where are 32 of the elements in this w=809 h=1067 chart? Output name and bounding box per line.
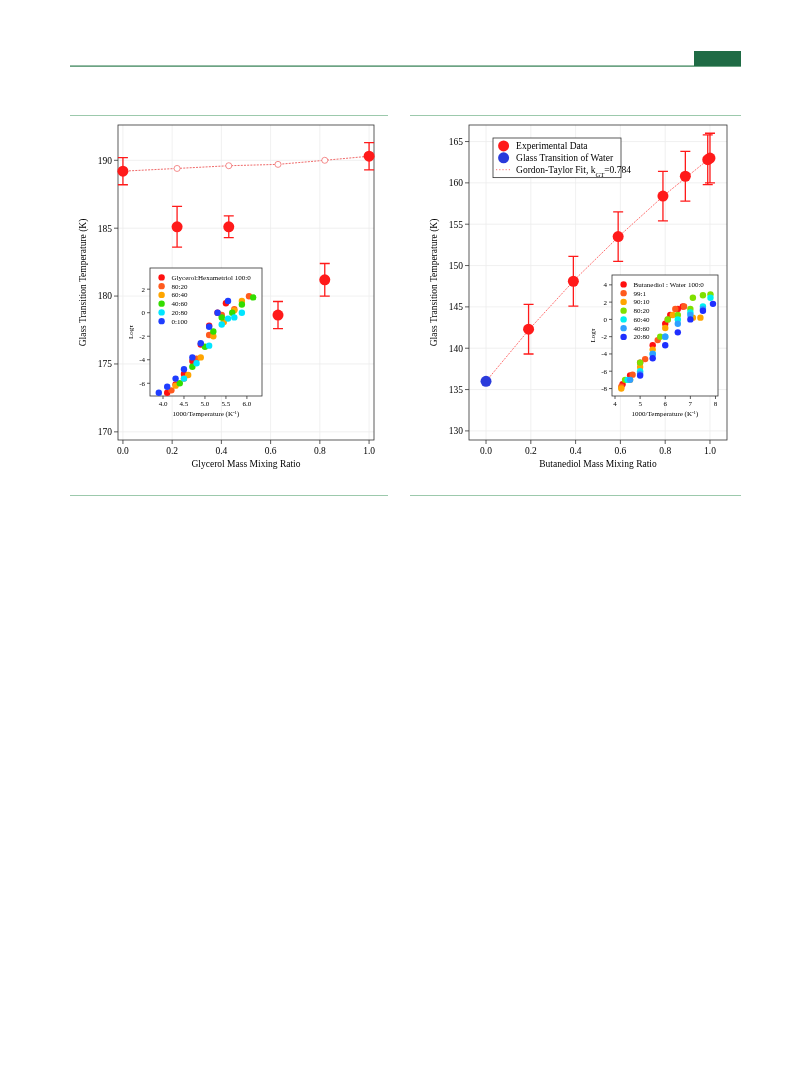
x-tick-label: 0.2	[524, 445, 537, 456]
legend-label: Experimental Data	[516, 141, 589, 152]
x-tick-label: 0.6	[614, 445, 627, 456]
x-tick-label: 0.8	[659, 445, 672, 456]
y-tick-label: 145	[448, 302, 464, 313]
x-tick-label: 1.0	[363, 445, 376, 456]
y-tick-label: 155	[448, 219, 464, 230]
y-tick-label: 175	[97, 359, 113, 370]
y-tick-label: 170	[97, 427, 113, 438]
y-axis-title: Glass Transition Temperature (K)	[78, 218, 89, 347]
x-tick-label: 0.4	[569, 445, 582, 456]
x-tick-label: 0.6	[264, 445, 277, 456]
x-axis-title: Butanediol Mass Mixing Ratio	[539, 458, 657, 469]
y-tick-label: 165	[448, 136, 464, 147]
legend-label: Gordon-Taylor Fit, k$_{GT}$=0.784	[516, 165, 632, 178]
y-tick-label: 150	[448, 260, 464, 271]
x-tick-label: 0.0	[116, 445, 130, 456]
y-tick-label: 180	[97, 291, 113, 302]
y-tick-label: 185	[97, 223, 113, 234]
x-tick-label: 0.4	[215, 445, 228, 456]
y-axis-title: Glass Transition Temperature (K)	[429, 218, 440, 347]
y-tick-label: 190	[97, 155, 113, 166]
y-tick-label: 160	[448, 178, 464, 189]
y-tick-label: 135	[448, 384, 464, 395]
x-tick-label: 0.8	[313, 445, 327, 456]
x-axis-title: Glycerol Mass Mixing Ratio	[191, 458, 301, 469]
legend-label: Glass Transition of Water	[516, 153, 614, 164]
y-tick-label: 130	[448, 426, 464, 437]
x-tick-label: 0.2	[166, 445, 179, 456]
x-tick-label: 1.0	[704, 445, 717, 456]
y-tick-label: 140	[448, 343, 464, 354]
x-tick-label: 0.0	[480, 445, 493, 456]
